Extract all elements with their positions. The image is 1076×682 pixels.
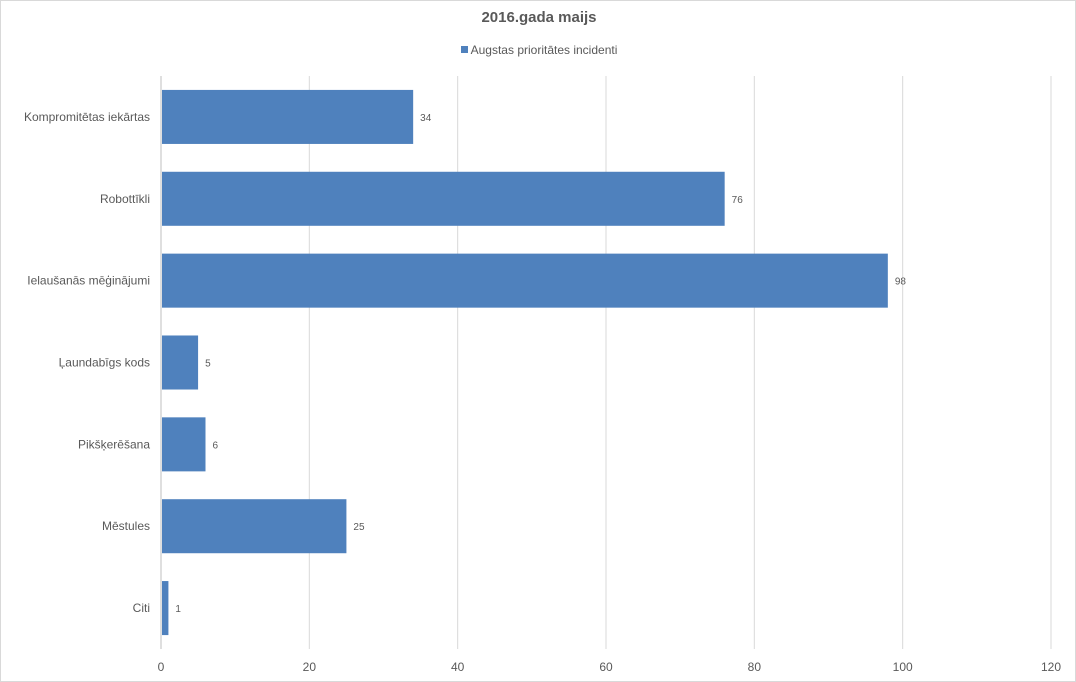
y-tick-label-1: Robottīkli — [100, 192, 150, 206]
x-tick-label-0: 0 — [158, 660, 165, 674]
data-label-3: 5 — [205, 359, 211, 370]
y-tick-label-6: Citi — [133, 601, 150, 615]
y-tick-label-5: Mēstules — [102, 519, 150, 533]
x-tick-label-4: 80 — [748, 660, 762, 674]
bar-0 — [162, 89, 414, 144]
legend-swatch — [460, 46, 468, 53]
legend-label: Augstas prioritātes incidenti — [470, 43, 618, 57]
x-tick-label-6: 120 — [1041, 660, 1061, 674]
y-tick-label-3: Ļaundabīgs kods — [59, 356, 150, 370]
data-label-0: 34 — [420, 113, 432, 124]
data-label-6: 1 — [175, 604, 181, 615]
x-tick-label-2: 40 — [451, 660, 465, 674]
bar-3 — [162, 335, 199, 390]
bar-4 — [162, 417, 206, 472]
bar-2 — [162, 253, 888, 308]
data-label-1: 76 — [732, 195, 744, 206]
bar-1 — [162, 171, 725, 226]
x-tick-label-1: 20 — [303, 660, 317, 674]
y-tick-label-4: Pikšķerēšana — [78, 437, 150, 451]
legend: Augstas prioritātes incidenti — [1, 43, 1076, 57]
y-tick-label-2: Ielaušanās mēģinājumi — [27, 274, 150, 288]
x-tick-label-3: 60 — [599, 660, 613, 674]
data-label-4: 6 — [213, 440, 219, 451]
bar-5 — [162, 499, 347, 554]
data-label-5: 25 — [353, 522, 365, 533]
data-label-2: 98 — [895, 277, 907, 288]
bar-6 — [162, 581, 169, 636]
chart-title: 2016.gada maijs — [481, 9, 597, 26]
y-tick-label-0: Kompromitētas iekārtas — [24, 110, 150, 124]
x-tick-label-5: 100 — [893, 660, 913, 674]
